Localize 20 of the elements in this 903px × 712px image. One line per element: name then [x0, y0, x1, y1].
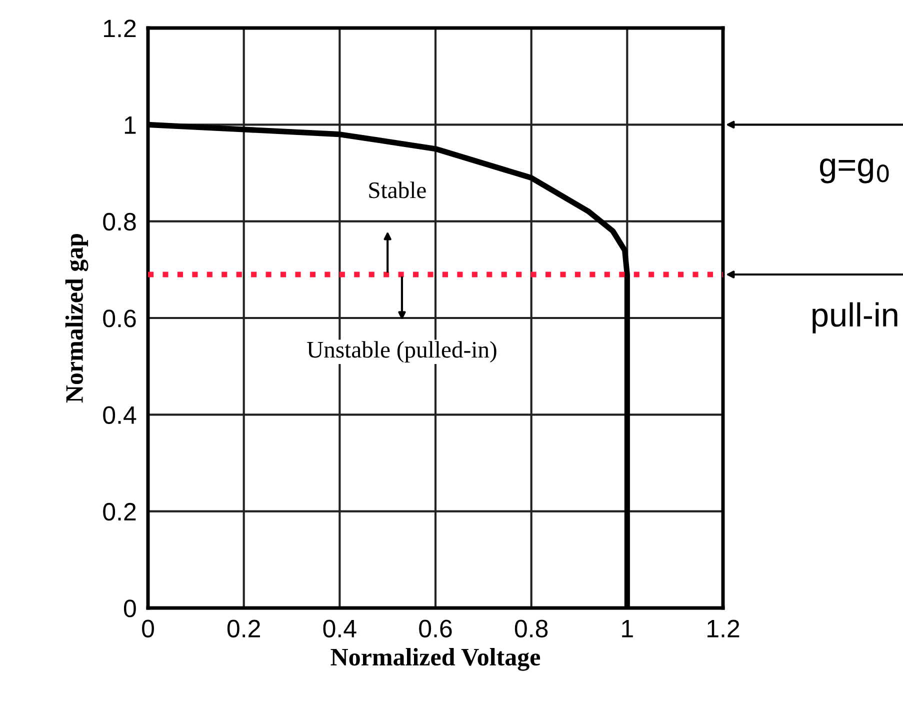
- annotation: Stable: [369, 182, 426, 198]
- y-tick-label: 0.6: [103, 310, 136, 328]
- x-tick-label: 1.2: [708, 620, 740, 638]
- text: g=g$_{0}$: [820, 158, 889, 184]
- y-tick-label: 0: [124, 600, 136, 618]
- y-axis-title: Normalized gap: [65, 234, 88, 403]
- annotation: Unstable (pulled-in): [307, 341, 496, 363]
- x-axis-title: Normalized Voltage: [330, 648, 540, 671]
- y-tick-label: 0.4: [103, 406, 136, 424]
- y-tick-label: 1.2: [104, 20, 136, 38]
- y-tick-label: 1: [124, 116, 136, 134]
- x-tick-label: 0.8: [514, 620, 548, 638]
- annotation: pull-in: [812, 302, 898, 334]
- x-tick-label: 1: [622, 620, 633, 638]
- y-tick-label: 0.2: [103, 502, 136, 521]
- x-tick-label: 0.4: [323, 620, 356, 638]
- x-tick-label: 0: [142, 620, 154, 638]
- y-tick-label: 0.8: [103, 212, 136, 231]
- x-tick-label: 0.6: [419, 620, 452, 638]
- x-tick-label: 0.2: [227, 620, 260, 638]
